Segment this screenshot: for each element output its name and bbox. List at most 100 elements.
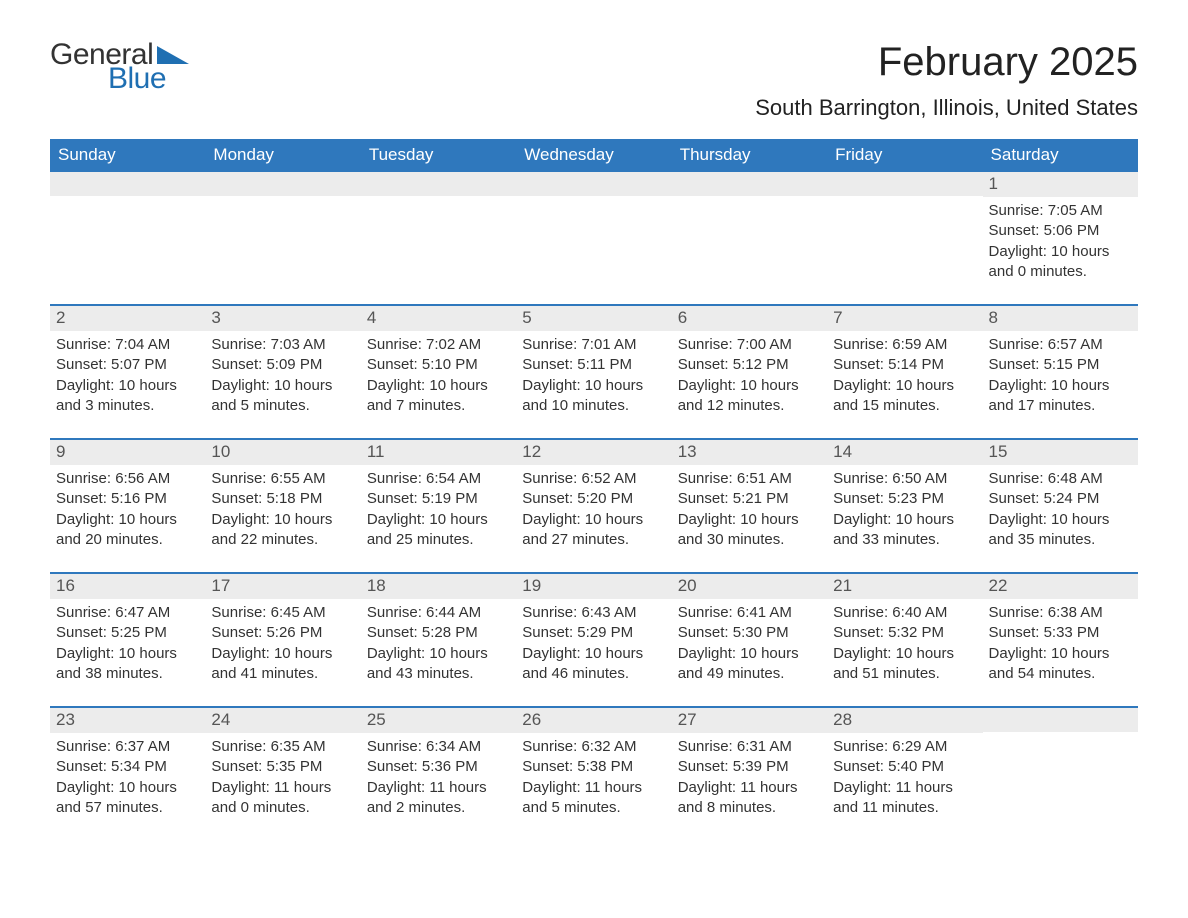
sunset-line: Sunset: 5:32 PM [833,623,976,643]
day-cell: 11Sunrise: 6:54 AMSunset: 5:19 PMDayligh… [361,440,516,558]
day-cell [50,172,205,290]
day-body: Sunrise: 7:00 AMSunset: 5:12 PMDaylight:… [672,331,827,422]
daylight-line: Daylight: 10 hours and 3 minutes. [56,376,199,417]
day-cell [827,172,982,290]
daylight-line: Daylight: 10 hours and 30 minutes. [678,510,821,551]
day-cell: 18Sunrise: 6:44 AMSunset: 5:28 PMDayligh… [361,574,516,692]
day-cell: 2Sunrise: 7:04 AMSunset: 5:07 PMDaylight… [50,306,205,424]
sunset-line: Sunset: 5:40 PM [833,757,976,777]
sunset-line: Sunset: 5:15 PM [989,355,1132,375]
day-body: Sunrise: 6:41 AMSunset: 5:30 PMDaylight:… [672,599,827,690]
daylight-line: Daylight: 11 hours and 8 minutes. [678,778,821,819]
day-cell: 25Sunrise: 6:34 AMSunset: 5:36 PMDayligh… [361,708,516,826]
dow-cell: Wednesday [516,139,671,172]
sunset-line: Sunset: 5:25 PM [56,623,199,643]
sunset-line: Sunset: 5:23 PM [833,489,976,509]
sunrise-line: Sunrise: 6:48 AM [989,469,1132,489]
dow-cell: Friday [827,139,982,172]
day-cell [516,172,671,290]
daylight-line: Daylight: 10 hours and 27 minutes. [522,510,665,551]
daylight-line: Daylight: 10 hours and 35 minutes. [989,510,1132,551]
daylight-line: Daylight: 11 hours and 11 minutes. [833,778,976,819]
day-body: Sunrise: 6:57 AMSunset: 5:15 PMDaylight:… [983,331,1138,422]
day-number: 8 [983,306,1138,331]
daylight-line: Daylight: 11 hours and 0 minutes. [211,778,354,819]
day-cell: 19Sunrise: 6:43 AMSunset: 5:29 PMDayligh… [516,574,671,692]
sunset-line: Sunset: 5:10 PM [367,355,510,375]
daylight-line: Daylight: 10 hours and 43 minutes. [367,644,510,685]
sunset-line: Sunset: 5:21 PM [678,489,821,509]
week-row: 2Sunrise: 7:04 AMSunset: 5:07 PMDaylight… [50,304,1138,424]
sunrise-line: Sunrise: 6:32 AM [522,737,665,757]
sunrise-line: Sunrise: 6:45 AM [211,603,354,623]
day-number: 25 [361,708,516,733]
sunrise-line: Sunrise: 6:29 AM [833,737,976,757]
sunset-line: Sunset: 5:14 PM [833,355,976,375]
sunrise-line: Sunrise: 6:59 AM [833,335,976,355]
sunset-line: Sunset: 5:07 PM [56,355,199,375]
sunrise-line: Sunrise: 6:50 AM [833,469,976,489]
day-number: 19 [516,574,671,599]
daylight-line: Daylight: 10 hours and 5 minutes. [211,376,354,417]
day-cell: 16Sunrise: 6:47 AMSunset: 5:25 PMDayligh… [50,574,205,692]
daylight-line: Daylight: 10 hours and 25 minutes. [367,510,510,551]
dow-cell: Thursday [672,139,827,172]
sunset-line: Sunset: 5:33 PM [989,623,1132,643]
day-body: Sunrise: 6:47 AMSunset: 5:25 PMDaylight:… [50,599,205,690]
day-cell: 27Sunrise: 6:31 AMSunset: 5:39 PMDayligh… [672,708,827,826]
sunrise-line: Sunrise: 6:52 AM [522,469,665,489]
logo-word-blue: Blue [108,64,189,94]
day-cell: 24Sunrise: 6:35 AMSunset: 5:35 PMDayligh… [205,708,360,826]
location-label: South Barrington, Illinois, United State… [755,95,1138,121]
day-body: Sunrise: 6:50 AMSunset: 5:23 PMDaylight:… [827,465,982,556]
title-block: February 2025 South Barrington, Illinois… [755,40,1138,121]
day-number [50,172,205,196]
day-body: Sunrise: 7:04 AMSunset: 5:07 PMDaylight:… [50,331,205,422]
day-cell: 9Sunrise: 6:56 AMSunset: 5:16 PMDaylight… [50,440,205,558]
day-cell: 22Sunrise: 6:38 AMSunset: 5:33 PMDayligh… [983,574,1138,692]
day-of-week-header: SundayMondayTuesdayWednesdayThursdayFrid… [50,139,1138,172]
day-number: 16 [50,574,205,599]
sunset-line: Sunset: 5:16 PM [56,489,199,509]
sunrise-line: Sunrise: 6:43 AM [522,603,665,623]
day-cell: 14Sunrise: 6:50 AMSunset: 5:23 PMDayligh… [827,440,982,558]
sunrise-line: Sunrise: 6:40 AM [833,603,976,623]
sunrise-line: Sunrise: 6:57 AM [989,335,1132,355]
day-cell: 17Sunrise: 6:45 AMSunset: 5:26 PMDayligh… [205,574,360,692]
day-cell: 1Sunrise: 7:05 AMSunset: 5:06 PMDaylight… [983,172,1138,290]
sunrise-line: Sunrise: 7:04 AM [56,335,199,355]
sunrise-line: Sunrise: 6:47 AM [56,603,199,623]
day-cell: 21Sunrise: 6:40 AMSunset: 5:32 PMDayligh… [827,574,982,692]
day-cell: 13Sunrise: 6:51 AMSunset: 5:21 PMDayligh… [672,440,827,558]
header: General Blue February 2025 South Barring… [50,40,1138,121]
day-number: 4 [361,306,516,331]
sunset-line: Sunset: 5:20 PM [522,489,665,509]
day-body: Sunrise: 6:55 AMSunset: 5:18 PMDaylight:… [205,465,360,556]
dow-cell: Tuesday [361,139,516,172]
daylight-line: Daylight: 10 hours and 22 minutes. [211,510,354,551]
month-title: February 2025 [755,40,1138,85]
day-number: 23 [50,708,205,733]
sunset-line: Sunset: 5:06 PM [989,221,1132,241]
day-body: Sunrise: 6:52 AMSunset: 5:20 PMDaylight:… [516,465,671,556]
daylight-line: Daylight: 10 hours and 38 minutes. [56,644,199,685]
sunrise-line: Sunrise: 7:01 AM [522,335,665,355]
sunset-line: Sunset: 5:35 PM [211,757,354,777]
sunset-line: Sunset: 5:30 PM [678,623,821,643]
day-number: 5 [516,306,671,331]
calendar: SundayMondayTuesdayWednesdayThursdayFrid… [50,139,1138,826]
day-cell: 6Sunrise: 7:00 AMSunset: 5:12 PMDaylight… [672,306,827,424]
day-body: Sunrise: 7:01 AMSunset: 5:11 PMDaylight:… [516,331,671,422]
sunrise-line: Sunrise: 6:41 AM [678,603,821,623]
day-cell: 7Sunrise: 6:59 AMSunset: 5:14 PMDaylight… [827,306,982,424]
day-number: 9 [50,440,205,465]
day-number [516,172,671,196]
day-body: Sunrise: 6:44 AMSunset: 5:28 PMDaylight:… [361,599,516,690]
day-number: 17 [205,574,360,599]
sunrise-line: Sunrise: 6:44 AM [367,603,510,623]
day-number: 27 [672,708,827,733]
day-cell: 3Sunrise: 7:03 AMSunset: 5:09 PMDaylight… [205,306,360,424]
day-body: Sunrise: 6:37 AMSunset: 5:34 PMDaylight:… [50,733,205,824]
day-cell: 4Sunrise: 7:02 AMSunset: 5:10 PMDaylight… [361,306,516,424]
day-number [205,172,360,196]
